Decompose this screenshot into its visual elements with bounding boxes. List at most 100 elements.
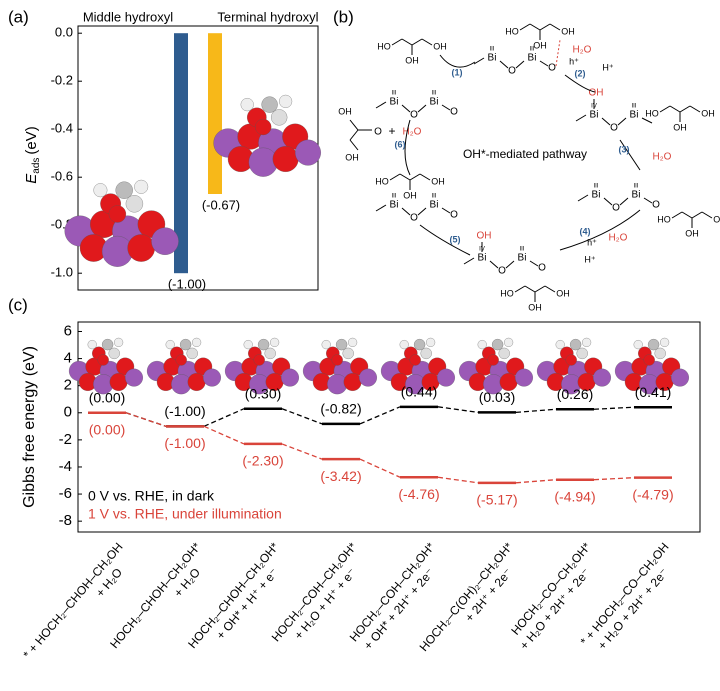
atom-sphere (515, 368, 533, 387)
connector (203, 408, 245, 427)
bond (689, 105, 701, 113)
diagram-text: O (610, 123, 618, 134)
x-tick-label: * + HOCH₂–CHOH–CH₂OH+ H₂O (21, 540, 138, 672)
bond (514, 285, 526, 293)
y-axis-label: Gibbs free energy (eV) (21, 346, 38, 508)
diagram-text: HO (505, 26, 519, 36)
bond (389, 173, 401, 181)
diagram-text: O (508, 66, 516, 77)
diagram-text: III (529, 47, 534, 53)
bond (549, 23, 561, 31)
atom-sphere (593, 368, 611, 387)
atom-sphere (335, 338, 348, 351)
diagram-text: (5) (450, 234, 461, 244)
y-tick-label: 2 (64, 377, 72, 394)
diagram-text: (1) (452, 67, 463, 77)
bond (671, 211, 683, 219)
atom-sphere (555, 340, 565, 350)
connector (359, 406, 401, 425)
bond (669, 105, 681, 113)
panel-label: (c) (8, 295, 28, 314)
bond (391, 38, 403, 46)
atom-sphere (253, 354, 265, 366)
atom-sphere (101, 338, 114, 351)
bond (701, 211, 713, 219)
atom-sphere (413, 338, 426, 351)
diagram-text: (2) (575, 68, 586, 78)
atom-sphere (270, 337, 280, 347)
y-tick-label: -8 (59, 512, 72, 529)
connector (593, 477, 635, 481)
atom-sphere (491, 338, 504, 351)
value-label: (-4.79) (632, 486, 673, 502)
bond (643, 197, 653, 204)
diagram-text: O (410, 213, 418, 224)
bond (681, 211, 693, 219)
diagram-text: OH (433, 41, 447, 51)
diagram-text: III (633, 184, 638, 190)
bond (539, 60, 549, 67)
bar (208, 33, 222, 195)
y-tick-label: -2 (59, 431, 72, 448)
diagram-text: III (631, 104, 636, 110)
diagram-text: (3) (619, 144, 630, 154)
atom-sphere (165, 340, 175, 350)
panel-label: (a) (8, 7, 29, 26)
diagram-text: H₂O (403, 127, 422, 138)
y-tick-label: -0.4 (51, 121, 73, 136)
connector (281, 443, 323, 460)
atom-sphere (671, 368, 689, 387)
value-label: (0.00) (89, 389, 126, 405)
category-label: Middle hydroxyl (83, 9, 173, 24)
molecule-image (380, 337, 455, 395)
bond (659, 105, 671, 113)
diagram-text: OH (685, 228, 699, 238)
atom-sphere (498, 347, 510, 360)
diagram-text: Bi (528, 53, 537, 64)
atom-sphere (272, 146, 299, 172)
value-label: (0.26) (557, 386, 594, 402)
diagram-text: III (431, 91, 436, 97)
atom-sphere (295, 139, 321, 166)
diagram-text: OH (477, 231, 492, 242)
value-label: (-1.00) (164, 435, 205, 451)
atom-sphere (109, 373, 128, 391)
diagram-text: + (388, 124, 395, 138)
bond (641, 117, 653, 124)
panel-label: (b) (333, 7, 354, 26)
atom-sphere (643, 354, 655, 366)
value-label: (-0.82) (320, 401, 361, 417)
atom-sphere (125, 368, 143, 387)
bond (417, 104, 427, 113)
atom-sphere (264, 347, 276, 360)
atom-sphere (504, 337, 514, 347)
cycle-arrow (619, 139, 641, 171)
atom-sphere (186, 347, 198, 360)
atom-sphere (426, 337, 436, 347)
diagram-text: III (489, 47, 494, 53)
diagram-text: OH (345, 152, 359, 162)
diagram-text: III (519, 247, 524, 253)
diagram-text: OH (561, 26, 575, 36)
diagram-text: Bi (592, 190, 601, 201)
diagram-text: HO (657, 214, 671, 224)
atom-sphere (582, 337, 592, 347)
atom-sphere (271, 109, 288, 126)
atom-sphere (179, 338, 192, 351)
cycle-arrow (404, 119, 411, 176)
bond (524, 285, 536, 293)
atom-sphere (115, 181, 133, 199)
diagram-text: OH (403, 190, 417, 200)
value-label: (-1.00) (164, 403, 205, 419)
y-axis-label: Eads(eV) (23, 126, 42, 183)
y-tick-label: 6 (64, 322, 72, 339)
diagram-text: H⁺ (602, 62, 613, 72)
diagram-text: OH (713, 214, 720, 224)
atom-sphere (420, 347, 432, 360)
y-tick-label: -4 (59, 458, 72, 475)
atom-sphere (187, 373, 206, 391)
diagram-text: O (450, 210, 458, 221)
molecule-image (68, 337, 143, 395)
value-label: (-4.76) (398, 486, 439, 502)
diagram-text: OH (431, 176, 445, 186)
